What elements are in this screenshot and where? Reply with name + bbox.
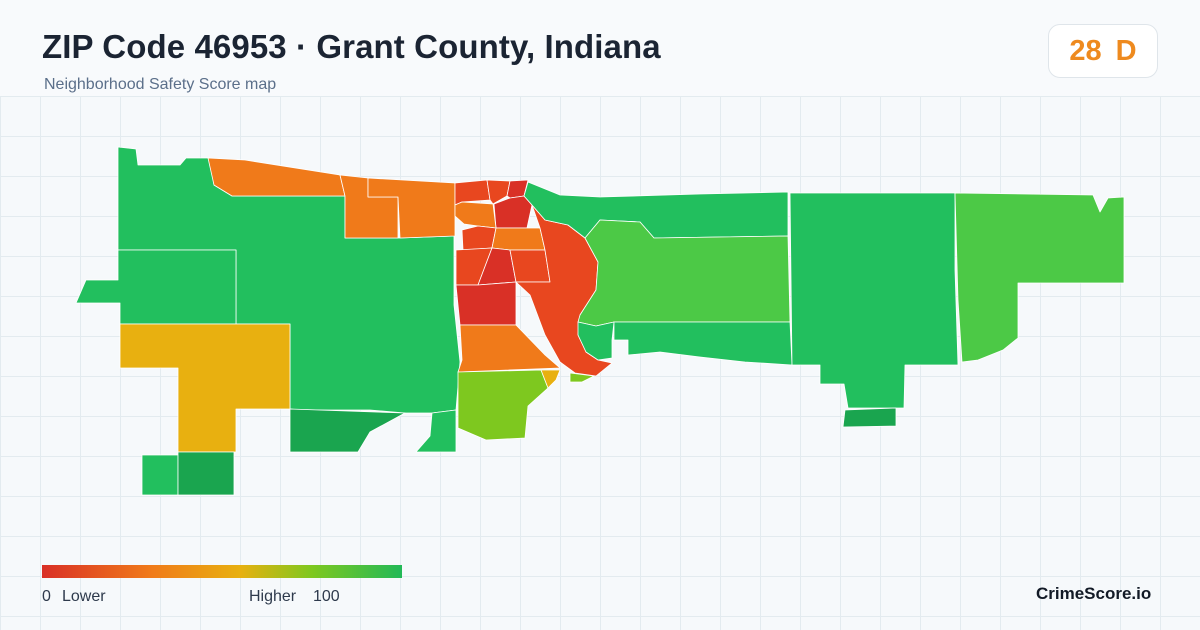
map-region-center-west-1[interactable]: [461, 225, 497, 251]
legend-high-label: Higher: [249, 588, 297, 605]
map-region-east-strip[interactable]: [613, 321, 793, 366]
brand-logo-text[interactable]: CrimeScore.io: [1036, 584, 1152, 603]
legend-low-label: Lower: [62, 588, 106, 605]
score-badge: 28 D: [1048, 24, 1158, 78]
map-region-far-east-1[interactable]: [789, 192, 959, 409]
map-region-south-center[interactable]: [457, 324, 561, 373]
page-subtitle: Neighborhood Safety Score map: [44, 76, 277, 93]
score-grade: D: [1115, 34, 1137, 67]
map-region-south-1[interactable]: [141, 454, 179, 496]
map-region-far-east-2[interactable]: [954, 192, 1125, 363]
legend-min-value: 0: [42, 588, 51, 605]
map-region-center-3[interactable]: [509, 249, 551, 283]
map-region-downtown-north-1[interactable]: [454, 179, 491, 206]
map-region-center-south[interactable]: [455, 281, 517, 326]
map-region-west-lower[interactable]: [75, 249, 237, 325]
map-region-southwest[interactable]: [119, 323, 291, 453]
map-region-downtown-north-2[interactable]: [486, 179, 511, 205]
map-region-south-2[interactable]: [177, 451, 235, 496]
legend-max-value: 100: [313, 588, 340, 605]
map-region-downtown-core[interactable]: [493, 195, 533, 229]
header: ZIP Code 46953 · Grant County, Indiana N…: [0, 0, 1200, 96]
map-region-center-1[interactable]: [491, 227, 546, 251]
map-region-east-river[interactable]: [577, 321, 615, 361]
page-title: ZIP Code 46953 · Grant County, Indiana: [42, 28, 661, 65]
map-region-south-small-2[interactable]: [569, 372, 595, 383]
score-value: 28: [1069, 34, 1102, 67]
map-region-south-4[interactable]: [415, 409, 457, 453]
map-region-far-east-south[interactable]: [842, 407, 897, 428]
map-region-northwest-band[interactable]: [207, 157, 346, 197]
map-region-south-3[interactable]: [289, 408, 406, 453]
map-region-south-small-1[interactable]: [540, 369, 561, 389]
map-region-south-green[interactable]: [457, 369, 549, 441]
map-region-downtown-west[interactable]: [454, 201, 497, 229]
legend-gradient-bar: [42, 565, 402, 578]
